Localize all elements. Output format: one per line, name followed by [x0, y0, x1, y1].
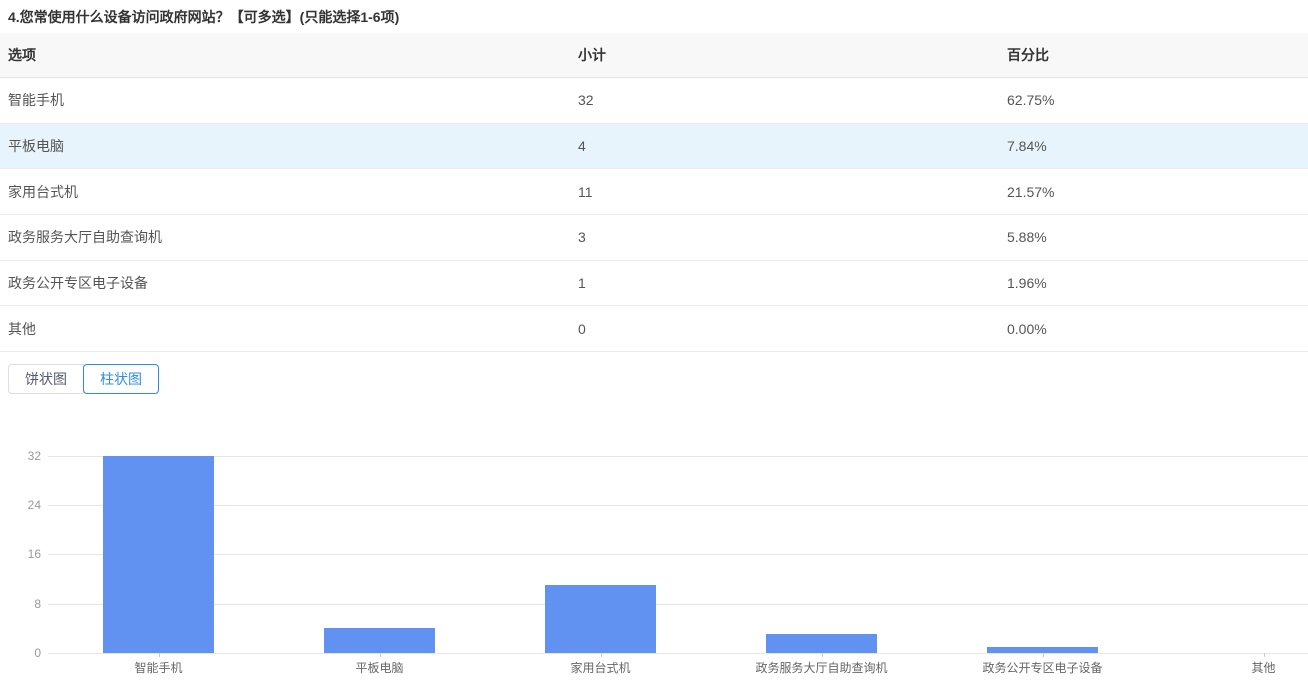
cell-option: 政务公开专区电子设备 [8, 275, 148, 292]
cell-option: 家用台式机 [8, 183, 78, 200]
table-row[interactable]: 政务服务大厅自助查询机 3 5.88% [0, 215, 1308, 261]
column-header-percent: 百分比 [1007, 47, 1049, 63]
bar[interactable] [103, 455, 214, 653]
table-body: 智能手机 32 62.75% 平板电脑 4 7.84% 家用台式机 11 21.57% 政务服务大… [0, 78, 1308, 353]
table-row[interactable]: 家用台式机 11 21.57% [0, 169, 1308, 216]
bar-chart: 0 8 16 24 32 智能手机 平板电脑 家用台式机 政务服务大厅自助查询机 政务公开专区电… [0, 443, 1308, 688]
table-row[interactable]: 政务公开专区电子设备 1 1.96% [0, 260, 1308, 307]
x-axis-label: 政务公开专区电子设备 [982, 661, 1103, 675]
cell-count: 32 [578, 92, 594, 109]
x-axis-tick [379, 653, 381, 657]
x-axis-tick [1263, 653, 1265, 657]
cell-percent: 1.96% [1007, 275, 1047, 292]
gridline [48, 455, 1308, 457]
bar[interactable] [766, 634, 877, 653]
x-axis-label: 其他 [1251, 661, 1276, 675]
pie-chart-button[interactable]: 饼状图 [8, 364, 84, 394]
chart-type-toggle: 饼状图 柱状图 [8, 364, 159, 394]
y-axis-label: 24 [27, 497, 41, 512]
table-row[interactable]: 平板电脑 4 7.84% [0, 123, 1308, 170]
cell-option: 其他 [8, 320, 36, 337]
x-axis-label: 家用台式机 [570, 661, 631, 675]
cell-percent: 62.75% [1007, 92, 1055, 109]
cell-count: 4 [578, 138, 586, 155]
question-title: 4.您常使用什么设备访问政府网站？【可多选】(只能选择1-6项) [8, 9, 400, 25]
table-header-row: 选项 小计 百分比 [0, 33, 1308, 78]
results-table: 选项 小计 百分比 智能手机 32 62.75% 平板电脑 4 7.84% 家用台式机 11 2… [0, 33, 1308, 353]
cell-count: 0 [578, 320, 586, 337]
bar[interactable] [987, 646, 1098, 653]
cell-option: 政务服务大厅自助查询机 [8, 229, 162, 246]
column-header-option: 选项 [8, 47, 36, 63]
gridline [48, 603, 1308, 605]
y-axis-label: 0 [34, 646, 41, 660]
column-header-count: 小计 [578, 47, 606, 63]
gridline [48, 653, 1308, 654]
cell-percent: 0.00% [1007, 320, 1047, 337]
gridline [48, 554, 1308, 556]
cell-percent: 7.84% [1007, 138, 1047, 155]
x-axis-label: 平板电脑 [355, 661, 404, 675]
x-axis-label: 政务服务大厅自助查询机 [755, 661, 888, 675]
y-axis-label: 16 [27, 547, 41, 562]
bar[interactable] [324, 628, 435, 653]
x-axis-tick [1042, 653, 1044, 657]
bar[interactable] [545, 585, 656, 653]
y-axis-label: 8 [34, 596, 41, 611]
cell-option: 平板电脑 [8, 138, 64, 155]
cell-option: 智能手机 [8, 92, 64, 109]
gridline [48, 504, 1308, 506]
bar-chart-button[interactable]: 柱状图 [83, 364, 159, 394]
x-axis-tick [158, 653, 160, 657]
cell-count: 3 [578, 229, 586, 246]
table-row[interactable]: 其他 0 0.00% [0, 306, 1308, 353]
cell-percent: 21.57% [1007, 183, 1055, 200]
table-row[interactable]: 智能手机 32 62.75% [0, 78, 1308, 124]
y-axis-label: 32 [27, 448, 41, 463]
x-axis-tick [600, 653, 602, 657]
cell-count: 1 [578, 275, 586, 292]
x-axis-tick [821, 653, 823, 657]
x-axis-label: 智能手机 [134, 661, 183, 675]
cell-count: 11 [578, 183, 593, 200]
cell-percent: 5.88% [1007, 229, 1047, 246]
